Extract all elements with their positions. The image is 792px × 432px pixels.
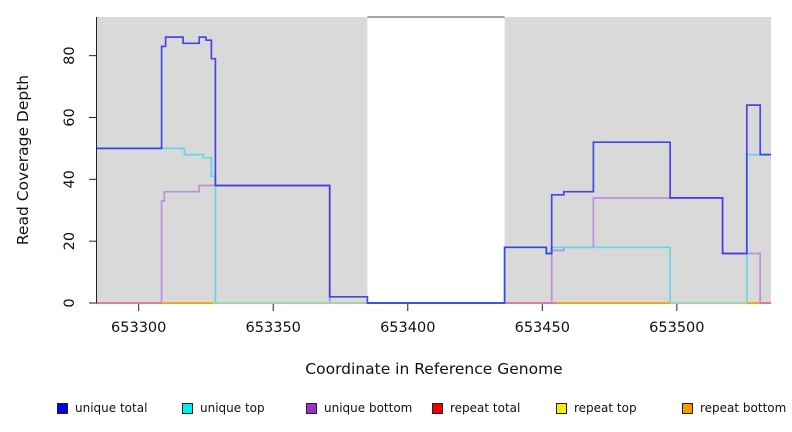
legend-label: repeat total bbox=[450, 401, 521, 415]
tick-labels: 0 20 40 60 80 653300 653350 653400 653450 653500 bbox=[62, 46, 705, 336]
unique-total-swatch-icon bbox=[57, 402, 68, 414]
right-gray-panel bbox=[504, 17, 771, 303]
legend-label: repeat top bbox=[574, 401, 637, 415]
x-axis-title: Coordinate in Reference Genome bbox=[305, 360, 562, 378]
legend-item-repeat-total: repeat total bbox=[432, 401, 520, 415]
y-tick-label: 20 bbox=[62, 232, 78, 250]
unique-top-swatch-icon bbox=[182, 402, 193, 414]
legend-label: unique bottom bbox=[324, 401, 413, 415]
legend-item-unique-top: unique top bbox=[182, 401, 265, 415]
x-tick-label: 653500 bbox=[649, 320, 704, 336]
data-series-lines bbox=[97, 36, 771, 304]
legend-label: unique total bbox=[75, 401, 148, 415]
legend-item-repeat-bottom: repeat bottom bbox=[682, 401, 786, 415]
legend-item-repeat-top: repeat top bbox=[556, 401, 637, 415]
unique-total-line bbox=[97, 36, 771, 304]
plot-background-panels bbox=[97, 17, 771, 303]
x-tick-label: 653400 bbox=[380, 320, 435, 336]
left-gray-panel bbox=[97, 17, 368, 303]
unique-bottom-swatch-icon bbox=[306, 402, 317, 414]
y-tick-label: 40 bbox=[62, 170, 78, 188]
x-tick-label: 653350 bbox=[246, 320, 301, 336]
repeat-bottom-swatch-icon bbox=[682, 402, 693, 414]
y-tick-label: 0 bbox=[62, 298, 78, 307]
legend-item-unique-bottom: unique bottom bbox=[306, 401, 412, 415]
legend-label: unique top bbox=[200, 401, 265, 415]
y-tick-label: 60 bbox=[62, 108, 78, 126]
repeat-top-swatch-icon bbox=[556, 402, 567, 414]
legend-label: repeat bottom bbox=[700, 401, 787, 415]
repeat-total-swatch-icon bbox=[432, 402, 443, 414]
x-tick-label: 653300 bbox=[111, 320, 166, 336]
y-tick-label: 80 bbox=[62, 46, 78, 64]
x-tick-label: 653450 bbox=[515, 320, 570, 336]
chart-legend: unique total unique top unique bottom re… bbox=[0, 401, 792, 417]
y-axis-title: Read Coverage Depth bbox=[14, 75, 32, 245]
legend-item-unique-total: unique total bbox=[57, 401, 147, 415]
